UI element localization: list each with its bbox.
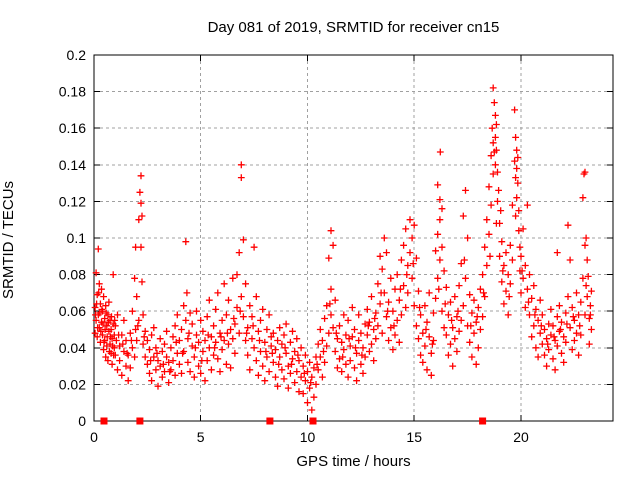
- svg-text:0.04: 0.04: [59, 340, 86, 356]
- svg-text:0.18: 0.18: [59, 84, 86, 100]
- grid-lines: [94, 54, 613, 421]
- svg-text:0.14: 0.14: [59, 157, 86, 173]
- svg-text:0: 0: [78, 413, 86, 429]
- svg-text:0.08: 0.08: [59, 267, 86, 283]
- svg-text:20: 20: [513, 429, 529, 445]
- svg-text:10: 10: [300, 429, 316, 445]
- y-tick-labels: 0 0.02 0.04 0.06 0.08 0.1 0.12 0.14 0.16 0.18 0.2: [59, 47, 86, 429]
- x-axis-label: GPS time / hours: [296, 453, 411, 470]
- x-tick-labels: 0 5 10 15 20: [90, 429, 529, 445]
- scatter-points: [91, 84, 595, 414]
- svg-text:0: 0: [90, 429, 98, 445]
- svg-text:0.12: 0.12: [59, 193, 86, 209]
- svg-text:0.2: 0.2: [67, 47, 87, 63]
- chart-title: Day 081 of 2019, SRMTID for receiver cn1…: [207, 19, 500, 36]
- y-axis-label: SRMTID / TECUs: [0, 180, 17, 300]
- plot-border-and-ticks: [93, 54, 614, 422]
- svg-text:15: 15: [406, 429, 422, 445]
- svg-text:0.16: 0.16: [59, 120, 86, 136]
- svg-text:5: 5: [197, 429, 205, 445]
- svg-text:0.1: 0.1: [67, 230, 87, 246]
- svg-text:0.02: 0.02: [59, 376, 86, 392]
- event-markers: [100, 417, 487, 425]
- svg-text:0.06: 0.06: [59, 303, 86, 319]
